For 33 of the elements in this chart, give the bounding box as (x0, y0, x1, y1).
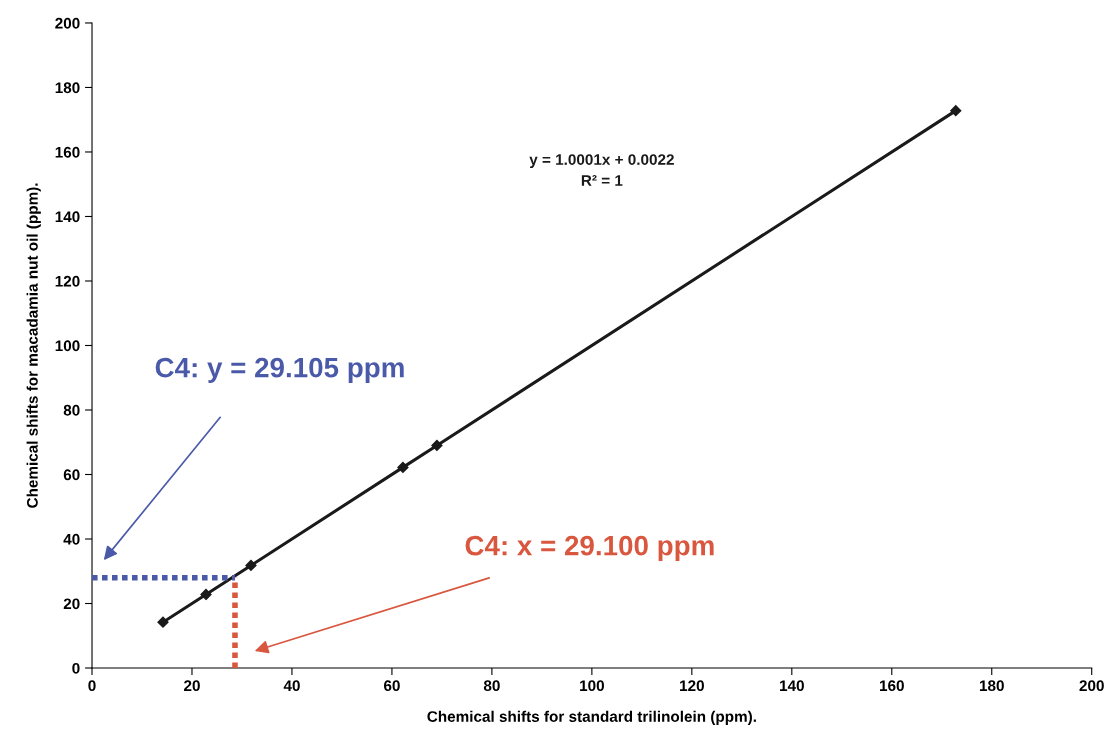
x-tick-label: 0 (88, 680, 96, 692)
y-tick-label: 40 (63, 533, 80, 545)
x-tick-label: 80 (483, 680, 500, 692)
x-tick-label: 200 (1079, 680, 1104, 692)
y-tick-label: 160 (55, 146, 80, 158)
x-tick-label: 20 (184, 680, 200, 692)
y-tick-label: 100 (55, 340, 80, 352)
y-tick-label: 20 (63, 598, 80, 610)
x-tick-label: 40 (283, 680, 300, 692)
y-axis-title: Chemical shifts for macadamia nut oil (ppm). (26, 183, 41, 508)
annotation: C4: y = 29.105 ppm (155, 357, 404, 383)
y-tick-label: 0 (72, 662, 80, 674)
point (431, 439, 443, 452)
x-tick-label: 60 (383, 680, 400, 692)
x-tick-label: 120 (680, 680, 704, 692)
point (245, 559, 257, 572)
y-tick-label: 180 (55, 82, 80, 94)
y-tick-label: 60 (63, 469, 80, 481)
annotation: y = 1.0001x + 0.0022 R² = 1 (529, 154, 674, 186)
y-tick-label: 200 (55, 17, 80, 29)
point (950, 105, 962, 117)
annotation: C4: x = 29.100 ppm (465, 535, 714, 561)
point (157, 616, 169, 628)
y-tick-label: 140 (55, 211, 80, 223)
y-tick-label: 80 (63, 404, 80, 416)
x-tick-label: 180 (979, 680, 1004, 692)
x-tick-label: 100 (580, 680, 604, 692)
y-tick-label: 120 (55, 275, 80, 287)
x-tick-label: 160 (880, 680, 904, 692)
point (200, 588, 212, 601)
point (397, 461, 409, 474)
x-tick-label: 140 (780, 680, 804, 692)
x-axis-title: Chemical shifts for standard trilinolein (ppm). (427, 710, 756, 725)
